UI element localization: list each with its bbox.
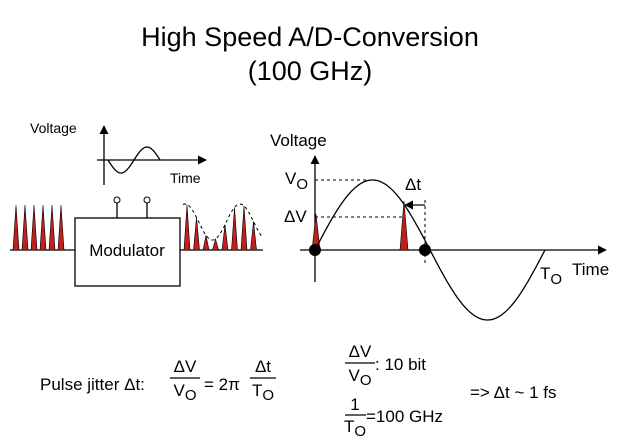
peak-label: VO	[285, 169, 308, 193]
pulse	[30, 204, 38, 251]
sub: O	[296, 176, 308, 193]
plot-y-label: Voltage	[270, 131, 327, 150]
pulse	[399, 200, 409, 251]
jitter-label: Pulse jitter Δt:	[40, 375, 145, 394]
zero-dot	[309, 244, 321, 256]
plot-x-label: Time	[572, 260, 609, 279]
rate: =100 GHz	[366, 407, 443, 426]
inset-x-label: Time	[170, 170, 201, 186]
title-line: (100 GHz)	[248, 56, 373, 86]
denominator: VO	[173, 381, 196, 404]
pulse	[48, 204, 56, 251]
sub: O	[360, 372, 372, 389]
pulse	[231, 207, 238, 251]
sub: O	[262, 387, 274, 404]
denominator: VO	[348, 366, 371, 389]
numerator: 1	[350, 395, 359, 414]
pulse	[21, 204, 29, 251]
modulator-label: Modulator	[89, 241, 165, 260]
pulse	[183, 204, 191, 251]
pulse	[12, 204, 20, 251]
base: V	[348, 366, 360, 385]
resolution: : 10 bit	[375, 355, 426, 374]
result: => Δt ~ 1 fs	[470, 383, 557, 402]
title-line: High Speed A/D-Conversion	[141, 22, 479, 52]
inset-wave	[107, 146, 161, 174]
terminal-dot	[143, 196, 151, 204]
base: V	[285, 169, 297, 188]
pulse	[57, 204, 65, 251]
pulse	[221, 224, 229, 251]
numerator: ΔV	[349, 342, 372, 361]
pulse	[240, 205, 248, 251]
base: T	[344, 417, 354, 436]
base: T	[540, 264, 550, 283]
delta-v-label: ΔV	[284, 207, 307, 226]
pulse	[39, 204, 47, 251]
sub: O	[185, 387, 197, 404]
modulator-box	[74, 217, 181, 287]
inset-y-label: Voltage	[30, 120, 77, 136]
base: V	[173, 381, 185, 400]
pulse	[250, 221, 257, 251]
input-pulses	[12, 204, 65, 251]
pulse	[193, 217, 200, 251]
sub: O	[550, 271, 562, 288]
equals: = 2π	[204, 375, 240, 394]
pulse	[202, 235, 210, 251]
envelope	[182, 203, 263, 241]
sub: O	[354, 423, 366, 440]
delta-t-label: Δt	[405, 175, 421, 194]
numerator: Δt	[255, 357, 271, 376]
terminal-dot	[113, 196, 121, 204]
pulse	[212, 237, 219, 251]
base: T	[252, 381, 262, 400]
numerator: ΔV	[174, 357, 197, 376]
period-label: TO	[540, 264, 562, 288]
output-pulses	[183, 204, 257, 251]
zero-dot	[419, 244, 431, 256]
denominator: TO	[344, 417, 366, 440]
denominator: TO	[252, 381, 274, 404]
